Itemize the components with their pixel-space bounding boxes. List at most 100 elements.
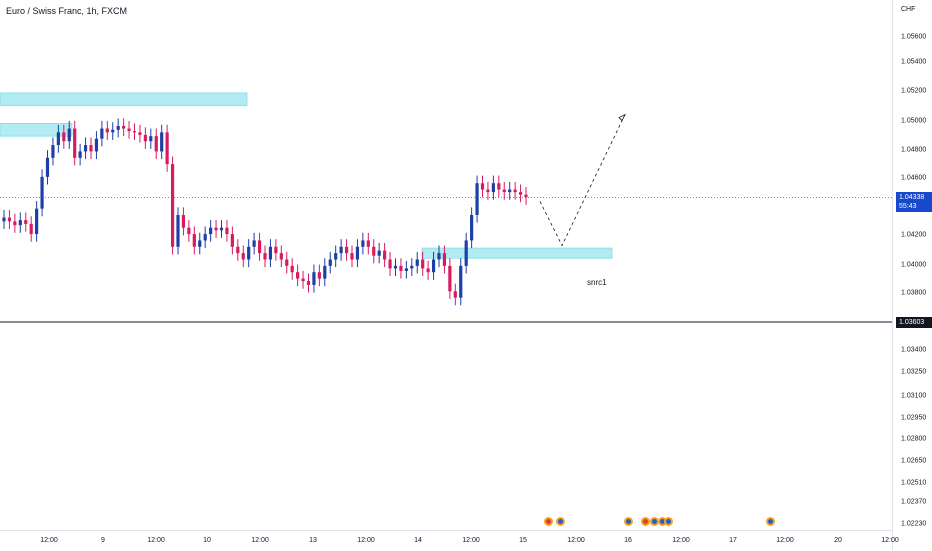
candle [410, 265, 414, 269]
price-axis-label: 1.02230 [901, 520, 927, 528]
candle [203, 234, 207, 241]
candle [62, 132, 66, 142]
candle [491, 183, 495, 193]
candle [513, 189, 517, 193]
price-axis-label: 1.05600 [901, 33, 927, 41]
candle [154, 136, 158, 152]
projection-arrowhead [618, 113, 626, 122]
candle [366, 240, 370, 247]
currency-label: CHF [901, 6, 916, 13]
bar-countdown: 55:43 [899, 203, 917, 211]
event-icon[interactable] [664, 517, 673, 526]
price-axis-label: 1.05000 [901, 117, 927, 125]
candle [35, 208, 39, 235]
candle [192, 234, 196, 247]
candle [149, 136, 153, 142]
candle [334, 253, 338, 260]
candle [7, 217, 12, 222]
candle [176, 215, 180, 247]
candle [187, 227, 191, 235]
price-axis-label: 1.04200 [901, 231, 927, 239]
time-axis-label: 15 [519, 537, 527, 544]
candle [415, 259, 419, 266]
price-axis-label: 1.02650 [901, 457, 927, 465]
event-icon[interactable] [544, 517, 553, 526]
candle [83, 145, 88, 152]
candle [111, 129, 115, 133]
candle [67, 128, 71, 142]
time-axis-label: 12:00 [147, 537, 165, 544]
candle [122, 126, 126, 129]
candle [508, 189, 512, 193]
candle [323, 265, 327, 279]
price-axis-label: 1.03400 [901, 346, 927, 354]
candle [442, 253, 447, 266]
candle [285, 259, 289, 266]
price-axis-label: 1.03250 [901, 368, 927, 376]
candle [160, 132, 164, 152]
time-axis-label: 12:00 [672, 537, 690, 544]
candle [350, 253, 354, 260]
candle [312, 272, 316, 285]
candle [56, 132, 60, 146]
time-axis-label: 20 [834, 537, 842, 544]
event-icon[interactable] [624, 517, 633, 526]
candle [127, 128, 131, 132]
candle [518, 192, 523, 195]
candle [105, 128, 109, 133]
candle [448, 265, 452, 292]
event-icon[interactable] [556, 517, 565, 526]
price-axis[interactable] [892, 0, 932, 550]
candle [89, 145, 93, 152]
level-price-tag: 1.03603 [896, 317, 932, 328]
candle [279, 253, 283, 260]
candle [437, 253, 441, 260]
time-axis[interactable] [0, 530, 892, 551]
price-axis-label: 1.05400 [901, 58, 927, 66]
demand-zone [421, 247, 613, 259]
price-axis-label: 1.04600 [901, 174, 927, 182]
candle [480, 183, 485, 190]
event-icon[interactable] [641, 517, 650, 526]
time-axis-label: 13 [309, 537, 317, 544]
candle [138, 132, 142, 135]
candle [268, 246, 273, 260]
candle [29, 223, 33, 235]
candle [475, 183, 479, 215]
candle [355, 246, 360, 260]
event-icon[interactable] [766, 517, 775, 526]
candle [116, 126, 120, 130]
candle [459, 265, 463, 298]
price-axis-label: 1.05200 [901, 87, 927, 95]
price-chart[interactable] [0, 0, 892, 530]
candle [328, 259, 332, 266]
candle [45, 157, 50, 177]
price-axis-label: 1.02510 [901, 479, 927, 487]
candle [464, 240, 468, 266]
candle [132, 131, 137, 133]
candle [290, 265, 294, 273]
zone-label: snrc1 [587, 278, 607, 287]
candle [2, 217, 6, 222]
candle [241, 253, 245, 260]
price-axis-label: 1.04800 [901, 146, 927, 154]
candle [317, 272, 321, 279]
price-axis-label: 1.03800 [901, 289, 927, 297]
current-price-tag: 1.04338 55:43 [896, 192, 932, 213]
time-axis-label: 14 [414, 537, 422, 544]
time-axis-label: 12:00 [251, 537, 269, 544]
candle [453, 291, 457, 298]
price-axis-label: 1.02950 [901, 414, 927, 422]
time-axis-label: 12:00 [357, 537, 375, 544]
candle [296, 272, 300, 279]
candle [257, 240, 262, 254]
candle [73, 128, 77, 158]
candle [263, 253, 267, 260]
candle [426, 268, 430, 273]
candle [247, 246, 251, 260]
candle [274, 246, 278, 254]
candle [18, 220, 22, 226]
time-axis-label: 16 [624, 537, 632, 544]
candle [219, 227, 224, 231]
